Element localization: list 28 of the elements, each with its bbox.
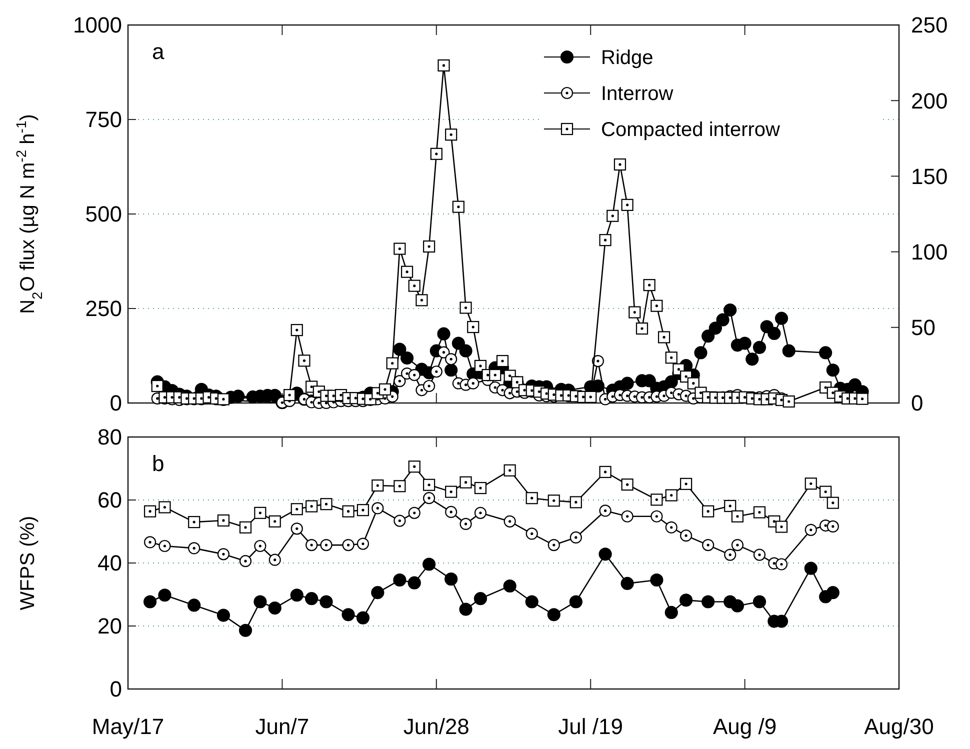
x-tick-label: May/17: [92, 714, 164, 739]
y-tick-label: 750: [85, 107, 122, 132]
x-tick-label: Jul /19: [558, 714, 624, 739]
y2-tick-label: 0: [911, 390, 924, 416]
y-tick-label: 80: [98, 424, 122, 450]
y-tick-label: 40: [98, 550, 122, 576]
annotation: b: [152, 451, 164, 476]
y-tick-label: 60: [98, 488, 122, 513]
legend-label: Interrow: [601, 83, 674, 105]
y-tick-label: 0: [110, 390, 122, 416]
y2-tick-label: 200: [911, 88, 948, 114]
x-tick-label: Aug/30: [864, 714, 934, 739]
y-tick-label: 20: [98, 614, 122, 639]
y2-tick-label: 250: [911, 12, 948, 38]
x-tick-label: Jun/7: [255, 714, 310, 739]
x-tick-label: Jun/28: [403, 714, 470, 739]
y2-tick-label: 50: [911, 315, 936, 340]
y2-tick-label: 150: [911, 164, 948, 189]
annotation: a: [152, 39, 165, 64]
legend-label: Compacted interrow: [601, 119, 781, 141]
legend-label: Ridge: [601, 47, 654, 69]
x-tick-label: Aug /9: [712, 714, 777, 739]
y-tick-label: 500: [85, 202, 122, 227]
y-tick-label: 1000: [73, 12, 122, 38]
y-axis-title: WFPS (%): [17, 516, 39, 610]
y2-tick-label: 100: [911, 240, 948, 264]
y-tick-label: 0: [110, 676, 122, 702]
y-tick-label: 250: [85, 296, 122, 322]
